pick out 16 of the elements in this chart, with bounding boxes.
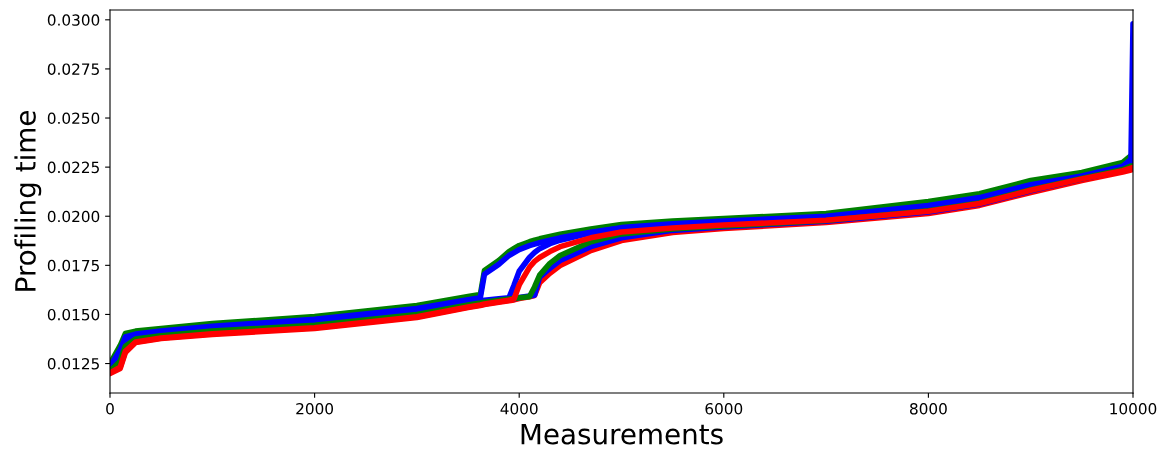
y-tick-label: 0.0200 bbox=[47, 210, 100, 223]
x-tick-label: 10000 bbox=[1110, 402, 1157, 415]
y-tick-label: 0.0125 bbox=[47, 358, 99, 370]
x-tick-label: 2000 bbox=[296, 402, 334, 415]
y-tick-label: 0.0225 bbox=[47, 161, 99, 174]
x-tick-label: 6000 bbox=[705, 402, 743, 415]
y-tick-label: 0.0250 bbox=[47, 112, 100, 125]
y-tick-label: 0.0150 bbox=[47, 308, 100, 321]
y-axis-title: Profiling time bbox=[14, 111, 42, 291]
y-tick-label: 0.0300 bbox=[47, 14, 100, 26]
x-axis-title: Measurements bbox=[521, 423, 723, 445]
y-tick-label: 0.0175 bbox=[47, 259, 99, 272]
x-tick-label: 8000 bbox=[909, 402, 947, 415]
x-tick-label: 4000 bbox=[500, 402, 538, 415]
y-tick-label: 0.0275 bbox=[47, 63, 99, 75]
x-tick-label: 0 bbox=[106, 402, 114, 415]
